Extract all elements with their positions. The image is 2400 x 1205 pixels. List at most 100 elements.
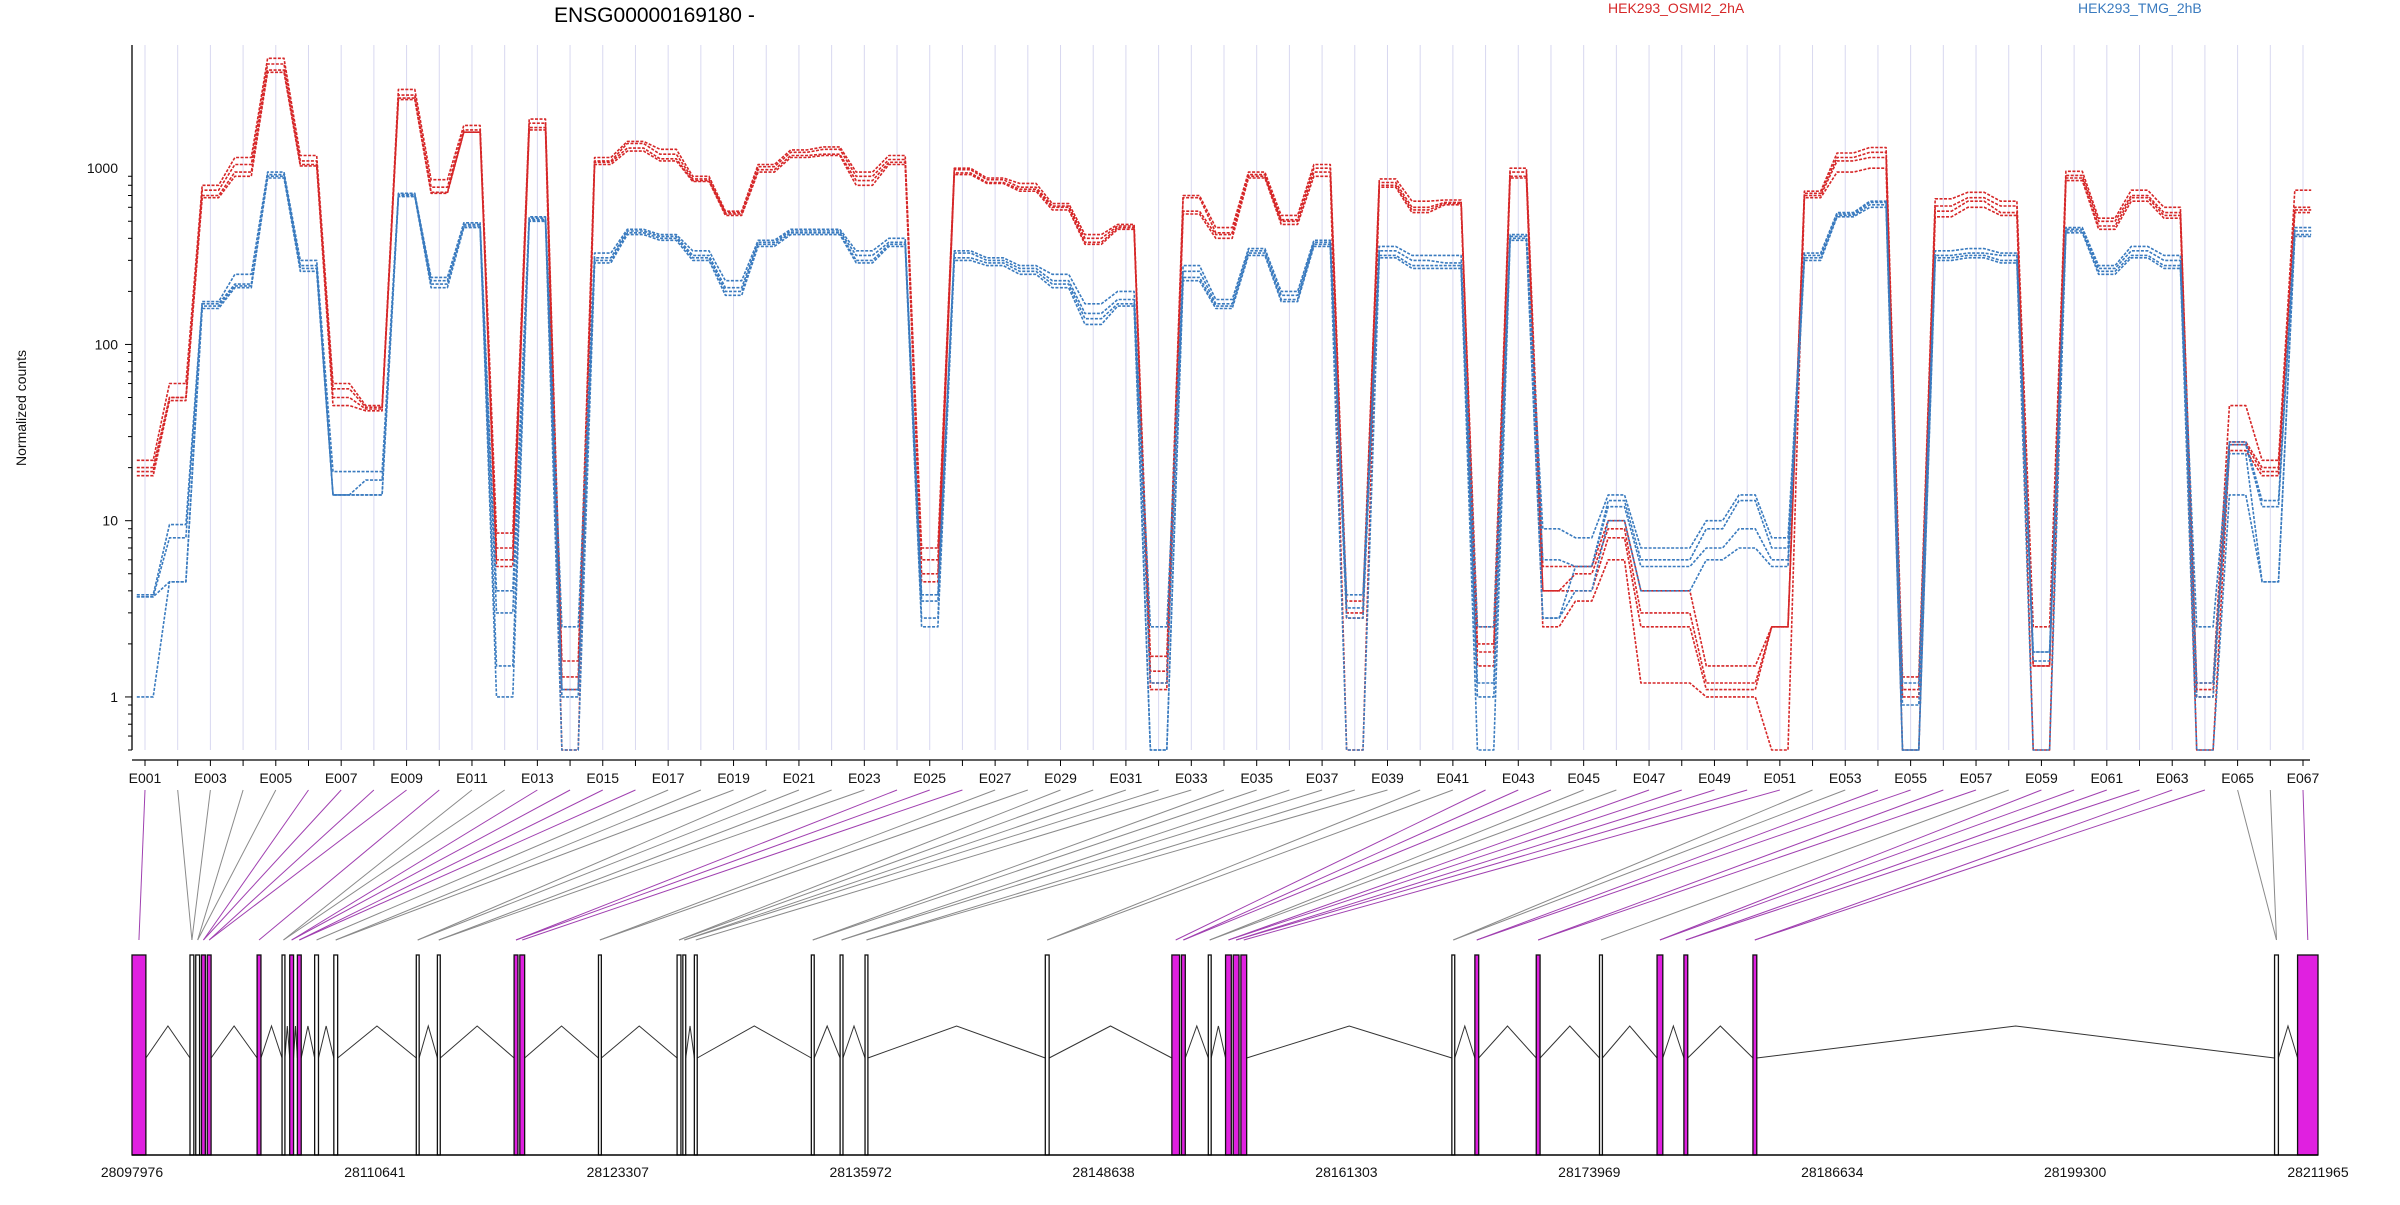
series-layer (136, 57, 2312, 751)
genome-tick-label: 28186634 (1801, 1164, 1864, 1180)
x-tick-label: E057 (1960, 770, 1993, 786)
exon-connector (1183, 789, 1519, 941)
genome-tick-label: 28148638 (1072, 1164, 1135, 1180)
intron-chevron (418, 1024, 438, 1059)
exon-connector (1659, 789, 2075, 941)
exon-block (333, 954, 339, 1156)
exon-connector (841, 789, 1290, 941)
exon-block (200, 954, 206, 1156)
intron-chevron (1246, 1025, 1453, 1059)
exon-connector (438, 789, 865, 941)
intron-chevron (601, 1025, 678, 1059)
exon-block (296, 954, 302, 1156)
x-tick-label: E023 (848, 770, 881, 786)
exon-block (1207, 954, 1212, 1156)
x-tick-label: E061 (2090, 770, 2123, 786)
series-line-2 (136, 63, 2312, 691)
genome-tick-label: 28097976 (101, 1164, 164, 1180)
exon-block (206, 954, 212, 1156)
x-tick-label: E049 (1698, 770, 1731, 786)
x-tick-label: E043 (1502, 770, 1535, 786)
x-tick-label: E011 (456, 770, 488, 786)
exon-block (1224, 954, 1232, 1156)
x-tick-label: E059 (2025, 770, 2058, 786)
intron-chevron (260, 1024, 283, 1059)
exon-connector (1537, 789, 1944, 941)
exon-connector (335, 789, 734, 941)
intron-chevron (145, 1025, 191, 1059)
exon-connector (1175, 789, 1486, 941)
exon-block (289, 954, 295, 1156)
exon-connector (1600, 789, 2009, 941)
exon-block (1752, 954, 1758, 1156)
exon-connector (1209, 789, 1617, 941)
exon-block (1598, 954, 1604, 1156)
exon-connector (438, 789, 832, 941)
exon-block (281, 954, 286, 1156)
intron-chevron (1184, 1024, 1209, 1059)
exon-connector (1228, 789, 1682, 941)
exon-block (1535, 954, 1541, 1156)
x-tick-label: E047 (1633, 770, 1666, 786)
series-line-8 (136, 177, 2312, 751)
axes-layer: 1 10 100 1000 E001 E003 E005 E007 E009 E011 E013 E0… (87, 45, 2320, 786)
exon-connector (695, 789, 1192, 941)
series-line-6 (136, 173, 2312, 706)
x-tick-label: E005 (259, 770, 292, 786)
exon-connector (203, 789, 309, 941)
exon-block (1451, 954, 1456, 1156)
exon-connector (599, 789, 996, 941)
genome-tick-label: 28110641 (344, 1164, 405, 1180)
x-tick-label: E031 (1110, 770, 1143, 786)
genome-tick-label: 28135972 (830, 1164, 893, 1180)
intron-chevron (2277, 1024, 2299, 1059)
exon-block (682, 954, 687, 1156)
exon-connector (1183, 789, 1552, 941)
exon-block (256, 954, 262, 1156)
exon-block (1656, 954, 1664, 1156)
x-tick-label: E051 (1763, 770, 1796, 786)
genome-tick-label: 28123307 (587, 1164, 650, 1180)
exon-connector (208, 789, 407, 941)
exon-connector (1476, 789, 1879, 941)
x-tick-label: E029 (1044, 770, 1077, 786)
exon-connector (515, 789, 898, 941)
connector-layer (138, 789, 2309, 941)
intron-chevron (1602, 1025, 1658, 1059)
exon-block (2273, 954, 2280, 1156)
exon-block (1474, 954, 1480, 1156)
grid-layer (144, 45, 2304, 750)
x-tick-label: E037 (1306, 770, 1339, 786)
intron-chevron (685, 1025, 695, 1059)
intron-chevron (439, 1025, 515, 1059)
exon-block (415, 954, 420, 1156)
intron-chevron (1756, 1025, 2275, 1059)
y-tick-label: 1000 (87, 160, 118, 176)
chart-title: ENSG00000169180 - (554, 4, 755, 27)
exon-block (810, 954, 815, 1156)
exon-block (436, 954, 441, 1156)
intron-chevron (696, 1025, 812, 1059)
exon-connector (1453, 789, 1846, 941)
genome-tick-label: 28161303 (1315, 1164, 1378, 1180)
exon-connector (684, 789, 1127, 941)
exon-connector (283, 789, 473, 941)
exon-connector (417, 789, 800, 941)
exon-connector (1476, 789, 1911, 941)
intron-chevron (337, 1025, 417, 1059)
intron-chevron (210, 1025, 258, 1059)
exon-connector (2302, 789, 2309, 941)
exon-connector (1453, 789, 1813, 941)
gene-model-layer: 28097976 28110641 28123307 28135972 28148638… (101, 954, 2349, 1180)
exon-block (1240, 954, 1248, 1156)
intron-chevron (524, 1025, 599, 1059)
series-line-7 (136, 175, 2312, 751)
x-tick-label: E027 (979, 770, 1012, 786)
exon-connector (316, 789, 669, 941)
y-axis-label: Normalized counts (13, 350, 29, 466)
exon-connector (515, 789, 930, 941)
exon-connector (291, 789, 538, 941)
exon-block (513, 954, 519, 1156)
exon-connector (191, 789, 211, 941)
